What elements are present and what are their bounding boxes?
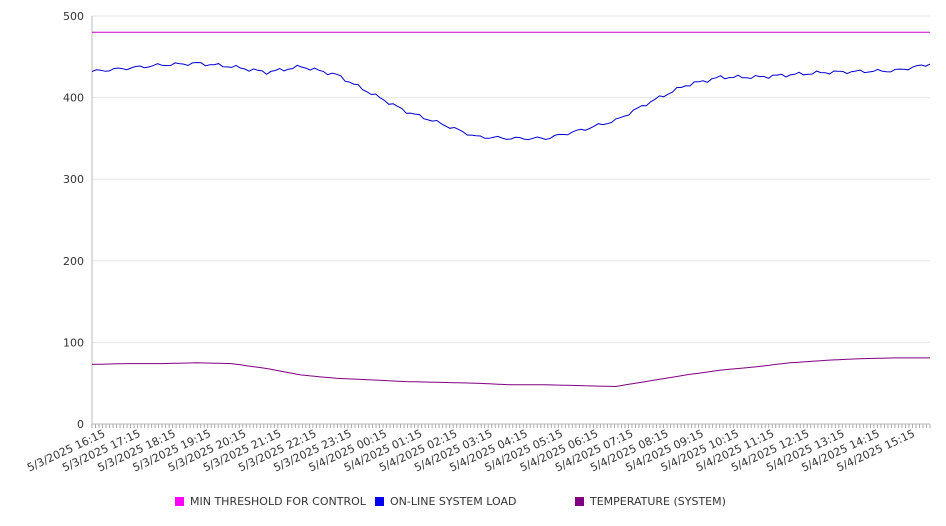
y-tick-label: 200: [63, 255, 84, 268]
series-line-on-line-system-load: [91, 61, 931, 141]
x-axis: 5/3/2025 16:155/3/2025 17:155/3/2025 18:…: [25, 424, 931, 474]
legend-label-system-load: ON-LINE SYSTEM LOAD: [390, 495, 517, 508]
series-lines: [91, 31, 931, 388]
legend-item-temperature[interactable]: TEMPERATURE (SYSTEM): [575, 495, 726, 508]
legend-label-min-threshold: MIN THRESHOLD FOR CONTROL: [190, 495, 366, 508]
legend-item-min-threshold[interactable]: MIN THRESHOLD FOR CONTROL: [175, 495, 366, 508]
legend: MIN THRESHOLD FOR CONTROL ON-LINE SYSTEM…: [0, 495, 946, 515]
y-tick-label: 100: [63, 336, 84, 349]
y-tick-label: 300: [63, 173, 84, 186]
y-tick-label: 500: [63, 10, 84, 23]
series-line-temperature-system: [91, 357, 930, 388]
y-tick-label: 0: [77, 418, 84, 431]
legend-label-temperature: TEMPERATURE (SYSTEM): [590, 495, 726, 508]
legend-swatch-system-load: [375, 497, 384, 506]
y-tick-label: 400: [63, 92, 84, 105]
legend-swatch-min-threshold: [175, 497, 184, 506]
legend-item-system-load[interactable]: ON-LINE SYSTEM LOAD: [375, 495, 516, 508]
legend-swatch-temperature: [575, 497, 584, 506]
y-axis: 0 100 200 300 400 500: [63, 10, 84, 431]
gridlines: [91, 15, 930, 425]
